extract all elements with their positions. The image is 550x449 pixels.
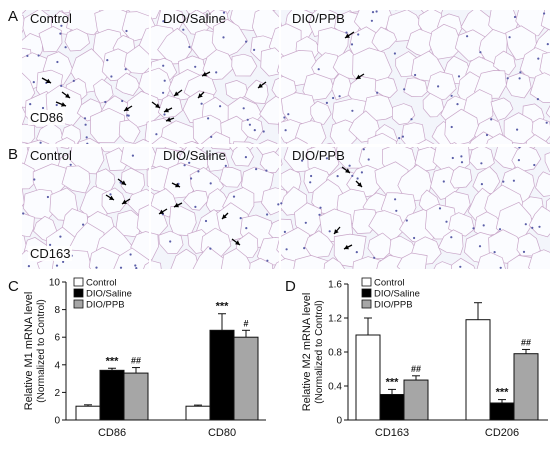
y-tick-label: 6 <box>54 333 60 344</box>
legend-swatch <box>362 289 371 297</box>
panel-letter-b: B <box>8 146 18 163</box>
legend-swatch <box>74 289 83 297</box>
legend-swatch <box>74 278 83 286</box>
y-tick-label: 1.2 <box>328 314 342 325</box>
legend-label: Control <box>374 278 405 289</box>
group-label-a-control: Control <box>30 11 72 26</box>
x-tick-label: CD86 <box>98 427 126 439</box>
group-label-a-dio-ppb: DIO/PPB <box>292 11 345 26</box>
significance-label: *** <box>216 301 230 313</box>
y-tick-label: 0.4 <box>328 382 342 393</box>
y-axis-sublabel: (Normalized to Control) <box>314 300 325 403</box>
chart-d: 0 0.4 0.8 1.2 1.6 Relative M2 mRNA level(Norm… <box>296 274 550 444</box>
legend-label: DIO/Saline <box>86 289 132 300</box>
bar-cd86-dio-saline <box>100 370 124 420</box>
y-tick-label: 1.6 <box>328 280 342 291</box>
bar-cd163-dio-ppb <box>404 380 428 420</box>
bar-cd163-dio-saline <box>380 395 404 421</box>
y-tick-label: 2 <box>54 388 60 399</box>
bar-cd80-dio-saline <box>210 330 234 420</box>
y-axis-label: Relative M2 mRNA level <box>301 293 313 412</box>
significance-label: ## <box>521 337 531 347</box>
micrograph-b-image <box>22 147 550 269</box>
y-tick-label: 0 <box>54 416 60 427</box>
significance-label: ## <box>411 364 421 374</box>
stain-label-a: CD86 <box>28 110 65 125</box>
bar-cd80-dio-ppb <box>234 337 258 420</box>
chart-c-svg: 0 2 4 6 8 10 Relative M1 mRNA level(Normalized… <box>18 274 268 444</box>
legend-swatch <box>74 300 83 308</box>
legend-label: DIO/PPB <box>86 300 125 311</box>
significance-label: *** <box>106 355 120 367</box>
group-label-b-dio-ppb: DIO/PPB <box>292 148 345 163</box>
panel-letter-a: A <box>8 8 18 25</box>
chart-d-svg: 0 0.4 0.8 1.2 1.6 Relative M2 mRNA level(Norm… <box>296 274 550 444</box>
significance-label: *** <box>496 387 510 399</box>
group-label-b-control: Control <box>30 148 72 163</box>
y-tick-label: 0 <box>336 416 342 427</box>
stain-label-b: CD163 <box>28 246 72 261</box>
legend-label: Control <box>86 278 117 289</box>
legend-swatch <box>362 278 371 286</box>
y-tick-label: 8 <box>54 305 60 316</box>
legend-label: DIO/Saline <box>374 289 420 300</box>
bar-cd206-dio-ppb <box>514 354 538 420</box>
y-tick-label: 4 <box>54 360 60 371</box>
x-tick-label: CD80 <box>208 427 236 439</box>
bar-cd206-control <box>466 320 490 420</box>
micrograph-a-image <box>22 10 550 144</box>
significance-label: ## <box>131 356 141 366</box>
bar-cd86-control <box>76 406 100 420</box>
bar-cd206-dio-saline <box>490 403 514 420</box>
y-tick-label: 10 <box>49 278 61 289</box>
legend-swatch <box>362 300 371 308</box>
significance-label: *** <box>386 376 400 388</box>
y-axis-sublabel: (Normalized to Control) <box>36 299 47 402</box>
panel-letter-d: D <box>285 278 296 295</box>
x-tick-label: CD163 <box>375 427 409 439</box>
y-axis-label: Relative M1 mRNA level <box>23 292 35 411</box>
legend-label: DIO/PPB <box>374 300 413 311</box>
adipocyte-cells <box>22 10 550 144</box>
bar-cd163-control <box>356 335 380 420</box>
micrograph-a <box>22 10 550 144</box>
group-label-a-dio-saline: DIO/Saline <box>163 11 226 26</box>
y-tick-label: 0.8 <box>328 348 342 359</box>
bar-cd86-dio-ppb <box>124 373 148 420</box>
bar-cd80-control <box>186 406 210 420</box>
x-tick-label: CD206 <box>485 427 519 439</box>
significance-label: # <box>243 318 248 328</box>
micrograph-b <box>22 147 550 269</box>
chart-c: 0 2 4 6 8 10 Relative M1 mRNA level(Normalized… <box>18 274 268 444</box>
group-label-b-dio-saline: DIO/Saline <box>163 148 226 163</box>
